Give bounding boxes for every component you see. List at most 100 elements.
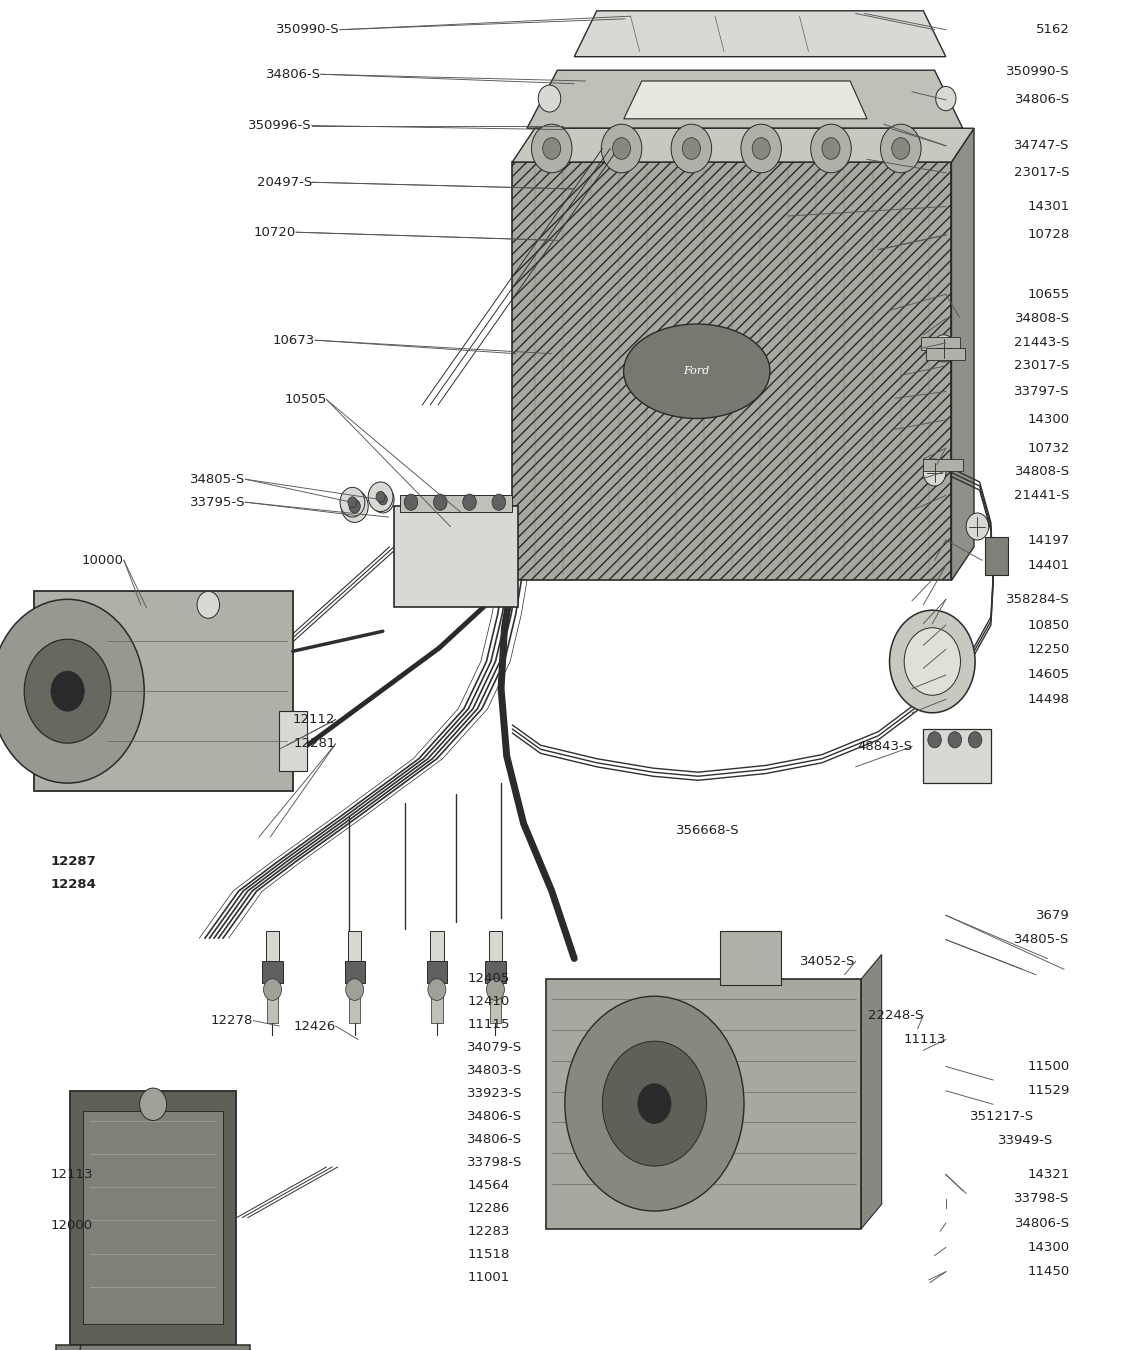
Circle shape — [822, 138, 840, 159]
Text: 33797-S: 33797-S — [1015, 385, 1070, 398]
Circle shape — [376, 491, 385, 502]
Circle shape — [543, 138, 561, 159]
Text: 14321: 14321 — [1027, 1168, 1070, 1181]
Text: 10728: 10728 — [1027, 228, 1070, 242]
Text: 23017-S: 23017-S — [1015, 166, 1070, 180]
Text: 34806-S: 34806-S — [1015, 1216, 1070, 1230]
Text: 23017-S: 23017-S — [1015, 359, 1070, 373]
Text: 350996-S: 350996-S — [248, 119, 312, 132]
Polygon shape — [512, 128, 974, 162]
Polygon shape — [624, 81, 867, 119]
Text: 10505: 10505 — [284, 393, 327, 406]
Bar — [923, 729, 991, 783]
Circle shape — [428, 979, 446, 1000]
Text: 12283: 12283 — [467, 1224, 510, 1238]
Text: 33798-S: 33798-S — [1015, 1192, 1070, 1206]
Text: 14605: 14605 — [1028, 668, 1070, 682]
Text: 12405: 12405 — [467, 972, 510, 986]
Circle shape — [928, 732, 941, 748]
Circle shape — [682, 138, 700, 159]
Ellipse shape — [624, 324, 770, 418]
Circle shape — [892, 138, 910, 159]
Circle shape — [741, 124, 781, 173]
Text: 14401: 14401 — [1028, 559, 1070, 572]
Text: 358284-S: 358284-S — [1006, 593, 1070, 606]
Text: 20497-S: 20497-S — [257, 176, 312, 189]
Text: 34052-S: 34052-S — [801, 954, 856, 968]
Text: 10732: 10732 — [1027, 441, 1070, 455]
Circle shape — [348, 497, 357, 508]
Text: 11450: 11450 — [1027, 1265, 1070, 1278]
Text: 11518: 11518 — [467, 1247, 510, 1261]
Bar — [262, 961, 283, 983]
Text: 33798-S: 33798-S — [467, 1156, 522, 1169]
Text: 21443-S: 21443-S — [1015, 336, 1070, 350]
Circle shape — [341, 490, 368, 522]
Text: 33949-S: 33949-S — [998, 1134, 1053, 1148]
Bar — [34, 591, 293, 791]
Bar — [394, 506, 518, 608]
Circle shape — [936, 86, 956, 111]
Text: 12287: 12287 — [51, 855, 97, 868]
Text: 10655: 10655 — [1027, 288, 1070, 301]
Text: 14564: 14564 — [467, 1179, 509, 1192]
Text: 34806-S: 34806-S — [266, 68, 321, 81]
Text: 14498: 14498 — [1028, 693, 1070, 706]
Bar — [267, 983, 278, 1023]
Text: 34808-S: 34808-S — [1015, 464, 1070, 478]
Text: 11001: 11001 — [467, 1270, 510, 1284]
Circle shape — [811, 124, 851, 173]
Polygon shape — [512, 162, 951, 580]
Circle shape — [197, 591, 220, 618]
Polygon shape — [527, 70, 963, 128]
Circle shape — [538, 85, 561, 112]
Text: 356668-S: 356668-S — [676, 824, 740, 837]
Circle shape — [25, 640, 110, 743]
Text: 11529: 11529 — [1027, 1084, 1070, 1098]
Circle shape — [340, 487, 365, 517]
Circle shape — [372, 486, 394, 513]
Text: 10000: 10000 — [82, 554, 124, 567]
Text: 12286: 12286 — [467, 1202, 510, 1215]
Bar — [485, 961, 506, 983]
Text: 21441-S: 21441-S — [1015, 489, 1070, 502]
Bar — [921, 338, 960, 350]
Text: 33923-S: 33923-S — [467, 1087, 522, 1100]
Polygon shape — [861, 954, 882, 1228]
Circle shape — [613, 138, 631, 159]
Text: 10850: 10850 — [1028, 618, 1070, 632]
Bar — [400, 495, 512, 512]
Circle shape — [602, 1041, 706, 1166]
Bar — [720, 931, 781, 985]
Circle shape — [349, 500, 360, 513]
Text: 3679: 3679 — [1036, 909, 1070, 922]
Text: 12284: 12284 — [51, 878, 97, 891]
Bar — [70, 1091, 236, 1345]
Text: 34803-S: 34803-S — [467, 1064, 522, 1077]
Text: 12426: 12426 — [293, 1019, 336, 1033]
Circle shape — [486, 979, 504, 1000]
Circle shape — [966, 513, 989, 540]
Polygon shape — [951, 128, 974, 580]
Text: 12281: 12281 — [293, 737, 336, 751]
Circle shape — [752, 138, 770, 159]
Text: 12113: 12113 — [51, 1168, 93, 1181]
Text: 14300: 14300 — [1028, 413, 1070, 427]
Circle shape — [890, 610, 975, 713]
Text: 350990-S: 350990-S — [1006, 65, 1070, 78]
Text: 34806-S: 34806-S — [467, 1110, 522, 1123]
Text: 22248-S: 22248-S — [868, 1008, 923, 1022]
Circle shape — [492, 494, 506, 510]
Text: 12410: 12410 — [467, 995, 510, 1008]
Bar — [56, 1345, 250, 1350]
Circle shape — [263, 979, 282, 1000]
Bar — [985, 537, 1008, 575]
Circle shape — [368, 482, 393, 512]
Bar — [546, 979, 861, 1228]
Bar — [345, 961, 365, 983]
Circle shape — [948, 732, 962, 748]
Bar — [926, 348, 965, 360]
Circle shape — [881, 124, 921, 173]
Text: 14197: 14197 — [1027, 533, 1070, 547]
Text: 350990-S: 350990-S — [276, 23, 340, 36]
